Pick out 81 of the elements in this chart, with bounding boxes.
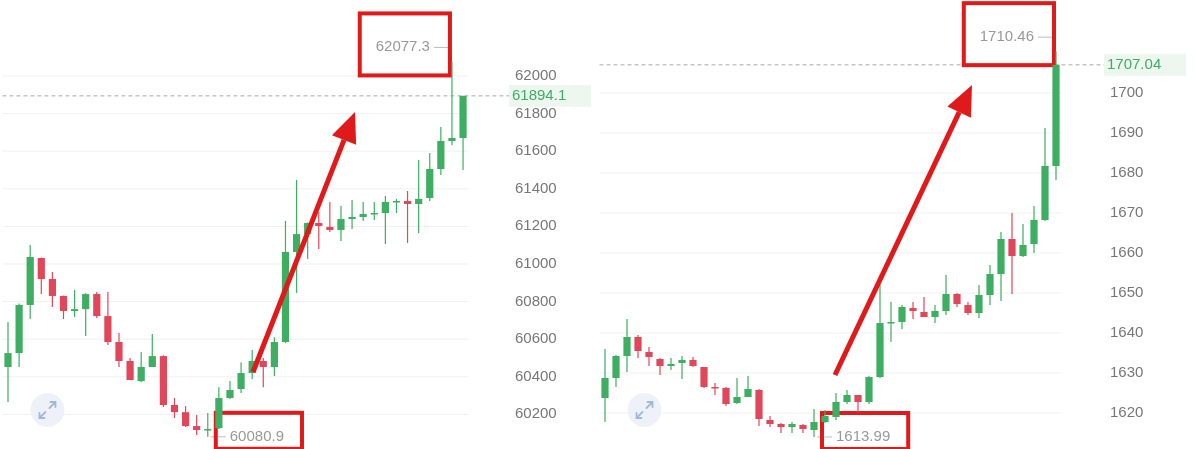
candlestick <box>403 190 412 244</box>
candlestick <box>93 291 101 319</box>
candlestick <box>1030 205 1038 254</box>
candlestick <box>612 354 620 388</box>
candlestick <box>711 382 719 396</box>
candlestick <box>854 394 862 413</box>
candlestick <box>799 423 807 434</box>
candlestick <box>887 301 895 343</box>
candlestick <box>370 201 378 221</box>
candlestick <box>237 361 245 394</box>
candlestick <box>788 421 796 434</box>
candlestick <box>634 334 642 359</box>
candlestick <box>722 386 730 407</box>
candlestick <box>733 377 741 405</box>
candlestick <box>348 199 356 230</box>
y-tick-label: 60200 <box>515 404 557 422</box>
candlestick <box>448 60 456 146</box>
candlestick <box>292 179 301 294</box>
y-tick-label: 60400 <box>515 366 557 384</box>
candlestick <box>115 332 123 368</box>
y-tick-label: 60800 <box>515 291 557 309</box>
candlestick <box>137 351 145 383</box>
ref-line-label: 61894.1 <box>512 85 567 103</box>
candlestick <box>931 304 939 324</box>
candlestick <box>667 357 675 371</box>
ref-line-label: 1707.04 <box>1107 54 1162 72</box>
annotation: 60080.9 <box>229 426 285 444</box>
y-tick-label: 1630 <box>1110 362 1144 380</box>
y-tick-label: 1640 <box>1110 322 1144 340</box>
candlestick <box>942 274 950 316</box>
candlestick <box>204 412 212 438</box>
candlestick <box>1008 212 1016 295</box>
candlestick <box>259 357 267 388</box>
y-tick-label: 61600 <box>515 141 557 159</box>
candlestick <box>415 159 423 234</box>
y-tick-label: 1700 <box>1110 82 1144 100</box>
candlestick <box>315 211 323 250</box>
candlestick <box>4 321 12 403</box>
candlestick <box>181 405 190 428</box>
candlestick <box>975 284 983 319</box>
candlestick <box>700 366 708 389</box>
candlestick <box>337 205 345 242</box>
candlestick <box>326 201 334 233</box>
annotation: 62077.3 <box>375 37 430 55</box>
y-tick-label: 1620 <box>1110 402 1144 420</box>
candlestick <box>623 318 631 373</box>
y-tick-label: 61800 <box>515 103 557 121</box>
candlestick <box>82 292 90 337</box>
candlestick <box>148 333 156 368</box>
annotation: 1613.99 <box>836 426 891 444</box>
candlestick <box>170 397 179 419</box>
candlestick <box>226 380 234 400</box>
annotation: 1710.46 <box>979 27 1034 45</box>
candlestick <box>70 289 79 318</box>
candlestick <box>645 346 653 367</box>
y-tick-label: 60600 <box>515 329 557 347</box>
candlestick <box>898 304 906 330</box>
candlestick <box>48 271 56 308</box>
candlestick <box>37 256 45 295</box>
y-tick-label: 61000 <box>515 253 557 271</box>
y-tick-label: 1680 <box>1110 162 1144 180</box>
candlestick <box>359 201 367 222</box>
candlestick <box>777 422 785 434</box>
y-tick-label: 1660 <box>1110 242 1144 260</box>
y-tick-label: 1690 <box>1110 122 1144 140</box>
y-tick-label: 1670 <box>1110 202 1144 220</box>
y-tick-label: 61200 <box>515 216 557 234</box>
candlestick <box>909 301 917 320</box>
candlestick <box>986 264 994 306</box>
y-tick-label: 1650 <box>1110 282 1144 300</box>
candlestick <box>766 415 774 428</box>
candlestick <box>193 414 201 436</box>
y-tick-label: 61400 <box>515 178 557 196</box>
candlestick <box>381 195 389 245</box>
candlestick <box>1019 223 1027 258</box>
candlestick <box>810 408 818 438</box>
candlestick <box>656 357 664 376</box>
candlestick <box>832 392 840 421</box>
candlestick <box>678 355 686 380</box>
candlestick <box>601 348 609 423</box>
y-tick-label: 62000 <box>515 65 557 83</box>
